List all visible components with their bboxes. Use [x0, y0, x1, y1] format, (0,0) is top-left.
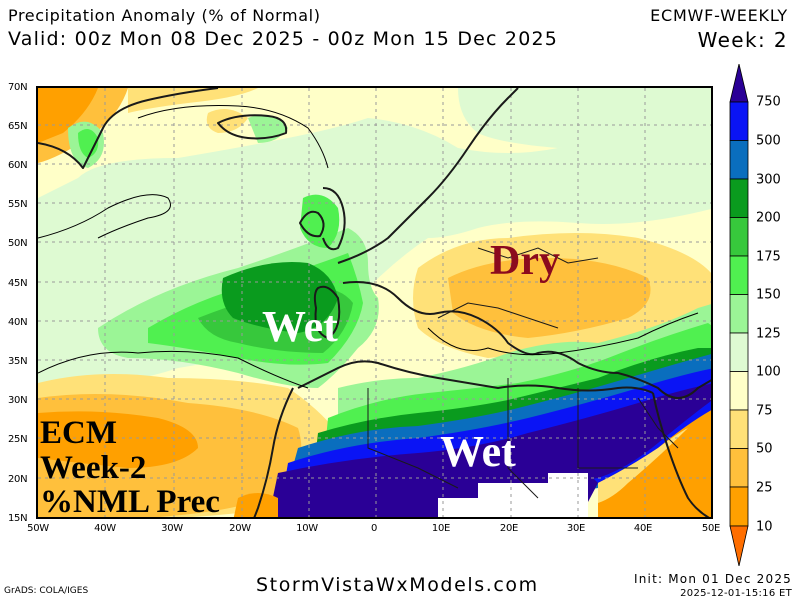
product-label-line2: Week-2 — [40, 449, 147, 486]
lat-label-30n: 30N — [8, 395, 28, 406]
color-scale-bar — [729, 64, 749, 566]
lon-label-0: 0 — [370, 523, 378, 534]
lon-label-30e: 30E — [566, 523, 586, 534]
lat-label-40n: 40N — [8, 317, 28, 328]
lat-label-55n: 55N — [8, 199, 28, 210]
lon-label-40e: 40E — [633, 523, 653, 534]
anomaly-field — [38, 88, 711, 517]
lon-label-10w: 10W — [296, 523, 318, 534]
grads-credit: GrADS: COLA/IGES — [4, 586, 89, 596]
lon-label-50w: 50W — [27, 523, 49, 534]
lat-label-20n: 20N — [8, 474, 28, 485]
product-label: ECM Week-2 %NML Prec — [40, 416, 220, 520]
render-timestamp: 2025-12-01-15:16 ET — [680, 588, 792, 599]
colorbar-label-200: 200 — [756, 210, 781, 226]
valid-period: Valid: 00z Mon 08 Dec 2025 - 00z Mon 15 … — [8, 28, 559, 50]
lat-label-70n: 70N — [8, 82, 28, 93]
anomaly-map — [36, 86, 713, 519]
lon-label-30w: 30W — [161, 523, 183, 534]
lon-label-50e: 50E — [701, 523, 721, 534]
lat-label-65n: 65N — [8, 121, 28, 132]
lon-label-10e: 10E — [431, 523, 451, 534]
colorbar-label-100: 100 — [756, 364, 781, 380]
colorbar-label-500: 500 — [756, 133, 781, 149]
lon-label-20e: 20E — [499, 523, 519, 534]
site-watermark: StormVistaWxModels.com — [256, 574, 539, 596]
lon-label-40w: 40W — [94, 523, 116, 534]
colorbar-label-750: 750 — [756, 94, 781, 110]
model-name: ECMWF-WEEKLY — [650, 6, 788, 25]
colorbar-label-50: 50 — [756, 441, 773, 457]
colorbar-label-10: 10 — [756, 519, 773, 535]
lat-label-45n: 45N — [8, 278, 28, 289]
dry-label: Dry — [490, 238, 560, 284]
product-label-line3: %NML Prec — [40, 484, 220, 521]
product-label-line1: ECM — [40, 415, 117, 451]
lat-label-25n: 25N — [8, 434, 28, 445]
wet-label-west: Wet — [262, 302, 338, 351]
colorbar-label-125: 125 — [756, 326, 781, 342]
init-time: Init: Mon 01 Dec 2025 — [633, 572, 792, 586]
colorbar-label-175: 175 — [756, 249, 781, 265]
forecast-week: Week: 2 — [697, 28, 788, 52]
wet-label-south: Wet — [440, 427, 516, 476]
colorbar-label-25: 25 — [756, 480, 773, 496]
colorbar-label-75: 75 — [756, 403, 773, 419]
map-title: Precipitation Anomaly (% of Normal) — [8, 6, 321, 25]
colorbar-label-300: 300 — [756, 172, 781, 188]
lat-label-15n: 15N — [8, 513, 28, 524]
lat-label-35n: 35N — [8, 356, 28, 367]
lon-label-20w: 20W — [229, 523, 251, 534]
lat-label-60n: 60N — [8, 160, 28, 171]
colorbar-label-150: 150 — [756, 287, 781, 303]
lat-label-50n: 50N — [8, 238, 28, 249]
